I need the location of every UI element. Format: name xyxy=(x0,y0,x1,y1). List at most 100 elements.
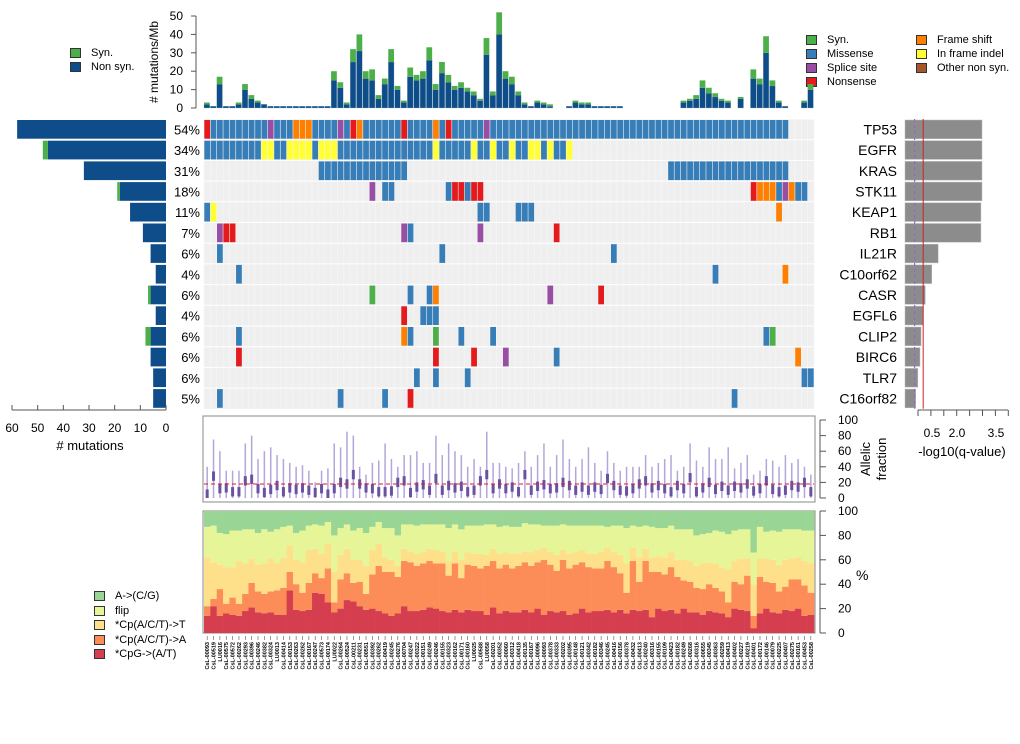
mutation-cell xyxy=(286,120,293,139)
mutation-cell xyxy=(693,120,700,139)
spectrum-segment xyxy=(788,611,796,633)
spectrum-segment xyxy=(782,511,789,530)
mutation-cell xyxy=(382,140,388,160)
mutation-cell xyxy=(325,161,331,181)
spectrum-segment xyxy=(381,528,389,558)
spectrum-segment xyxy=(235,603,243,616)
bar-syn xyxy=(343,102,350,105)
legend-swatch-syn xyxy=(70,48,81,58)
mutation-cell xyxy=(439,244,446,263)
mutation-cell xyxy=(757,182,763,201)
spectrum-segment xyxy=(756,511,764,527)
mutation-cell xyxy=(553,347,560,367)
spectrum-segment xyxy=(369,608,376,633)
bar-syn xyxy=(394,85,401,90)
spectrum-segment xyxy=(547,511,554,526)
af-box xyxy=(733,481,737,491)
spectrum-segment xyxy=(712,612,719,633)
legend-swatch xyxy=(806,49,817,59)
bar-syn xyxy=(439,62,445,74)
spectrum-segment xyxy=(604,526,611,548)
sample-label: CsL-00418 xyxy=(517,642,523,670)
gene-count-bar xyxy=(150,285,166,305)
spectrum-segment xyxy=(744,575,751,612)
gene-syn-count-bar xyxy=(42,140,48,160)
legend-swatch xyxy=(94,634,105,645)
spectrum-segment xyxy=(483,511,491,525)
spectrum-segment xyxy=(623,563,631,593)
spectrum-segment xyxy=(242,529,249,564)
mutation-cell xyxy=(433,306,439,325)
spectrum-segment xyxy=(693,535,700,566)
spectrum-segment xyxy=(731,530,739,562)
sample-label: CsL-00155 xyxy=(656,642,662,670)
mutation-cell xyxy=(217,140,223,160)
spectrum-segment xyxy=(400,561,408,607)
mutation-cell xyxy=(502,347,509,367)
spectrum-segment xyxy=(458,578,465,613)
mutation-cell xyxy=(363,120,369,139)
spectrum-segment xyxy=(744,511,751,530)
legend-item-splice-site: Splice site xyxy=(806,62,877,74)
af-box xyxy=(764,476,768,486)
spectrum-segment xyxy=(788,558,796,580)
sample-label: CsL-00419 xyxy=(383,642,389,670)
spectrum-segment xyxy=(801,585,808,616)
spectrum-segment xyxy=(807,614,815,633)
legend-item-spectrum: *CpG->(A/T) xyxy=(94,648,176,660)
mutation-cell xyxy=(490,120,496,139)
spectrum-segment xyxy=(712,511,719,531)
mutation-cell xyxy=(236,120,242,139)
mutation-cell xyxy=(464,140,471,160)
bar-syn xyxy=(712,93,719,97)
bar-nonsyn xyxy=(756,83,763,109)
bar-nonsyn xyxy=(540,104,547,109)
mutation-cell xyxy=(483,140,490,160)
y-tick-label: 0 xyxy=(838,491,845,505)
sample-label: CsL-00323 xyxy=(447,642,453,670)
mutation-cell xyxy=(718,120,725,139)
mutation-cell xyxy=(763,327,770,346)
mutation-cell xyxy=(350,120,357,139)
af-box xyxy=(231,487,235,497)
y-axis-label: % xyxy=(856,567,868,583)
spectrum-segment xyxy=(737,584,745,610)
mutation-cell xyxy=(502,120,509,139)
spectrum-segment xyxy=(242,593,249,612)
spectrum-segment xyxy=(299,511,306,531)
spectrum-segment xyxy=(388,528,395,560)
spectrum-segment xyxy=(292,511,300,533)
bar-syn xyxy=(572,100,579,103)
spectrum-segment xyxy=(439,551,446,564)
spectrum-segment xyxy=(229,614,237,633)
bar-syn xyxy=(337,82,344,88)
y-axis-label: # mutations/Mb xyxy=(147,21,161,103)
mutation-cell xyxy=(394,161,401,181)
spectrum-segment xyxy=(528,552,535,566)
mutation-cell xyxy=(553,120,560,139)
legend-swatch xyxy=(806,35,817,45)
mutation-cell xyxy=(204,140,211,160)
bar-syn xyxy=(578,102,585,105)
mutation-cell xyxy=(458,327,465,346)
spectrum-segment xyxy=(254,511,262,533)
spectrum-segment xyxy=(324,568,332,603)
spectrum-segment xyxy=(362,609,370,633)
bar-syn xyxy=(725,100,731,103)
mutation-cell xyxy=(299,140,306,160)
legend-swatch xyxy=(94,591,105,601)
sample-label: CsL-00453 xyxy=(802,642,808,670)
mutation-cell xyxy=(375,120,382,139)
mutation-cell xyxy=(477,140,484,160)
mutation-cell xyxy=(236,347,242,367)
spectrum-segment xyxy=(604,561,611,610)
spectrum-segment xyxy=(680,559,688,581)
spectrum-segment xyxy=(693,587,700,613)
spectrum-segment xyxy=(273,563,281,591)
spectrum-segment xyxy=(312,524,319,549)
spectrum-segment xyxy=(775,591,783,614)
mutation-cell xyxy=(394,120,401,139)
spectrum-segment xyxy=(655,511,662,529)
bar-nonsyn xyxy=(438,72,446,109)
spectrum-segment xyxy=(324,511,332,522)
